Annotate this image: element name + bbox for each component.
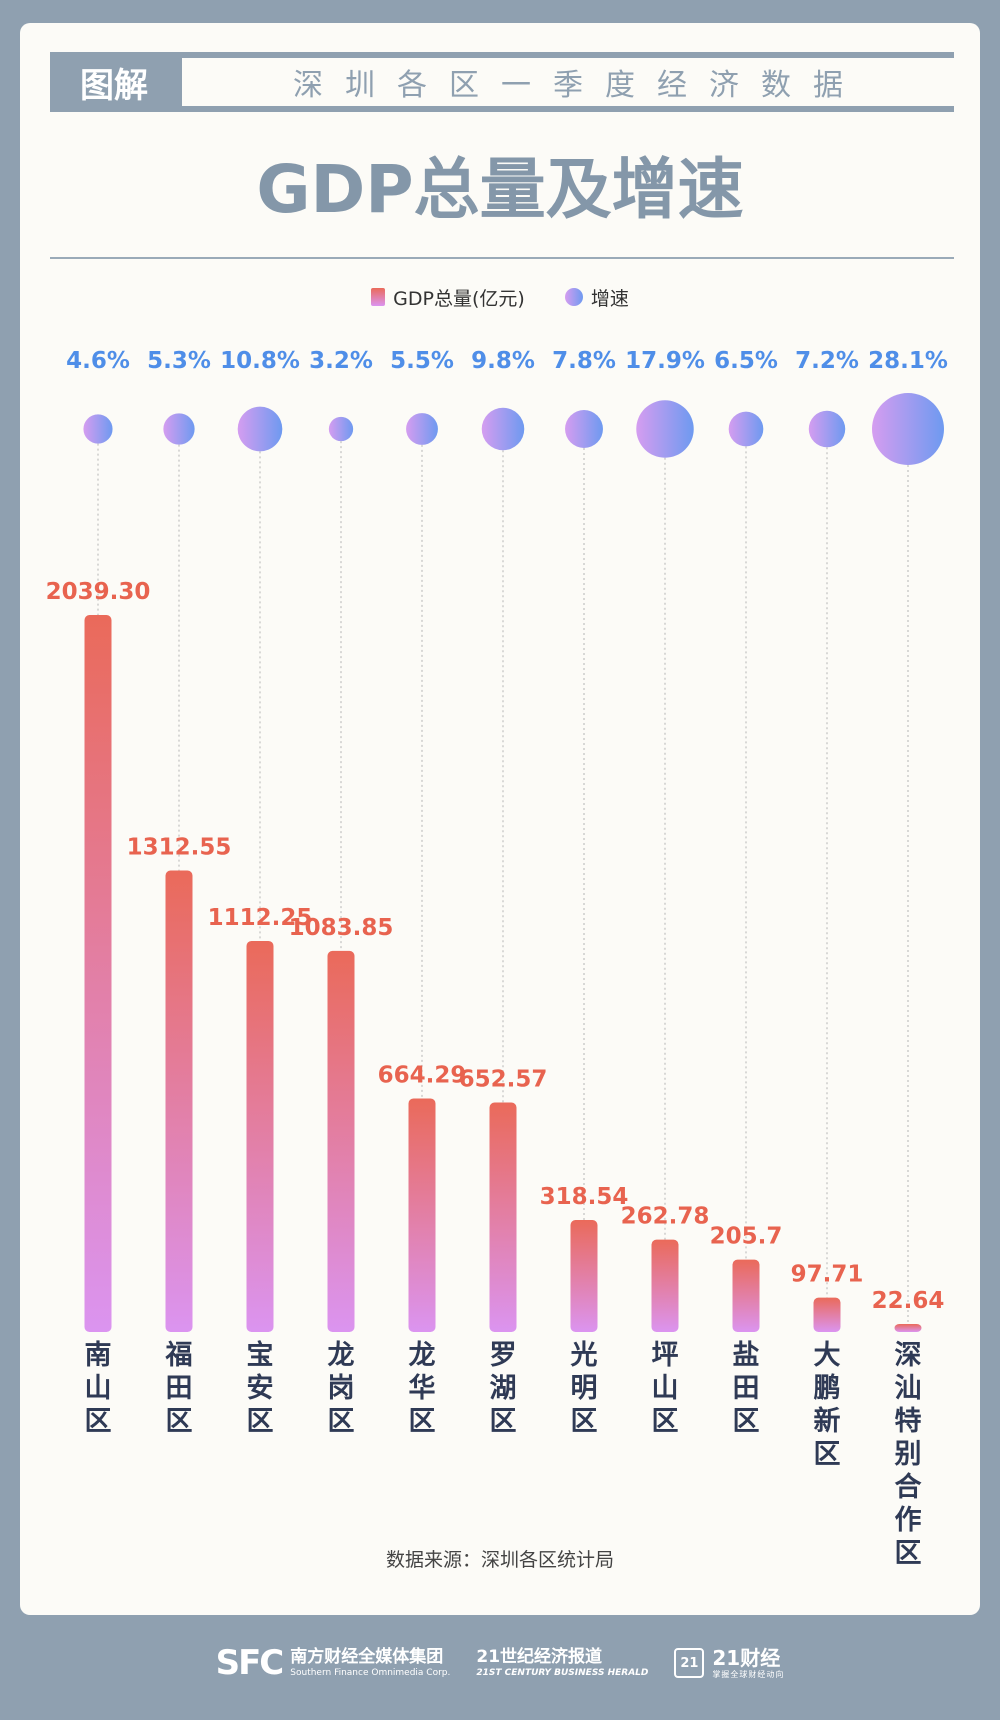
gdp-bar [489,1102,517,1332]
growth-bubble [872,393,944,465]
growth-bubble [808,410,846,448]
growth-bubble [728,411,764,447]
legend-dot-swatch [564,288,583,306]
chart-card [20,23,980,1615]
growth-value-label: 7.8% [552,348,616,374]
gdp-bar [408,1098,436,1332]
footer-brands: SFC 南方财经全媒体集团 Southern Finance Omnimedia… [0,1638,1000,1688]
growth-value-label: 4.6% [66,348,130,374]
growth-value-label: 10.8% [220,348,300,374]
gdp-value-label: 664.29 [378,1062,467,1088]
gdp-growth-chart: 2039.30 4.6% 南山区 1312.55 5.3% 福田区 1112.25 10.8%… [46,348,948,1569]
brand-21finance: 21 21财经 掌握全球财经动向 [674,1645,785,1679]
growth-value-label: 17.9% [625,348,705,374]
category-label: 深汕特别合作区 [895,1340,922,1569]
growth-bubble [565,410,603,448]
gdp-bar [165,870,193,1332]
growth-bubble [237,406,283,452]
app-badge-icon: 21 [674,1648,705,1678]
legend-gdp-label: GDP总量(亿元) [393,287,525,310]
category-label: 福田区 [165,1340,193,1437]
gdp-value-label: 1312.55 [127,835,232,861]
gdp-value-label: 262.78 [621,1204,710,1230]
gdp-value-label: 97.71 [791,1262,864,1288]
legend-item-gdp: GDP总量(亿元) [371,284,525,311]
category-label: 南山区 [85,1340,112,1437]
sfc-name-en: Southern Finance Omnimedia Corp. [290,1667,451,1678]
gdp-bar [84,615,112,1332]
category-label: 龙岗区 [328,1340,355,1437]
gdp-value-label: 1112.25 [208,905,313,931]
header-banner: 图解 深圳各区一季度经济数据 [50,52,954,112]
growth-value-label: 5.3% [147,348,211,374]
growth-bubble [163,413,195,445]
chart-legend: GDP总量(亿元) 增速 [0,282,1000,312]
gdp-value-label: 205.7 [710,1224,783,1250]
growth-bubble [636,400,694,458]
category-label: 龙华区 [409,1340,436,1437]
herald-name-cn: 21世纪经济报道 [476,1647,603,1668]
growth-value-label: 9.8% [471,348,535,374]
gdp-bar [327,950,355,1332]
herald-name-en: 21ST CENTURY BUSINESS HERALD [476,1667,649,1678]
gdp-value-label: 1083.85 [289,915,394,941]
growth-value-label: 6.5% [714,348,778,374]
growth-bubble [83,414,113,444]
category-label: 大鹏新区 [814,1340,841,1470]
gdp-bar [246,940,274,1332]
category-label: 宝安区 [247,1339,274,1437]
growth-bubble [481,407,525,451]
legend-bar-swatch [371,288,386,306]
growth-value-label: 28.1% [868,348,948,374]
growth-value-label: 5.5% [390,348,454,374]
category-label: 罗湖区 [490,1340,517,1437]
page-title: GDP总量及增速 [256,151,744,228]
gdp-value-label: 652.57 [459,1067,548,1093]
gdp-value-label: 22.64 [872,1288,945,1314]
category-label: 盐田区 [733,1340,760,1437]
banner-subtitle: 深圳各区一季度经济数据 [182,58,954,106]
data-source: 数据来源：深圳各区统计局 [385,1549,614,1571]
growth-bubble [406,413,438,445]
app-name-cn: 21财经 [712,1645,781,1670]
banner-tag: 图解 [80,65,148,106]
gdp-bar [570,1220,598,1332]
gdp-bar [813,1297,841,1332]
growth-value-label: 7.2% [795,348,859,374]
category-label: 光明区 [570,1340,598,1437]
app-slogan: 掌握全球财经动向 [712,1669,785,1679]
sfc-name-cn: 南方财经全媒体集团 [290,1647,444,1668]
title-divider [50,257,954,259]
category-label: 坪山区 [652,1340,679,1437]
legend-item-growth: 增速 [564,284,629,311]
gdp-bar [732,1259,760,1332]
gdp-bar [651,1239,679,1332]
legend-growth-label: 增速 [590,287,629,310]
gdp-bar [894,1324,922,1332]
gdp-value-label: 318.54 [540,1184,629,1210]
sfc-logo: SFC [215,1643,285,1683]
growth-bubble [328,416,354,442]
gdp-value-label: 2039.30 [46,579,151,605]
brand-herald: 21世纪经济报道 21ST CENTURY BUSINESS HERALD [476,1647,649,1678]
growth-value-label: 3.2% [309,348,373,374]
brand-sfc: SFC 南方财经全媒体集团 Southern Finance Omnimedia… [216,1643,451,1683]
